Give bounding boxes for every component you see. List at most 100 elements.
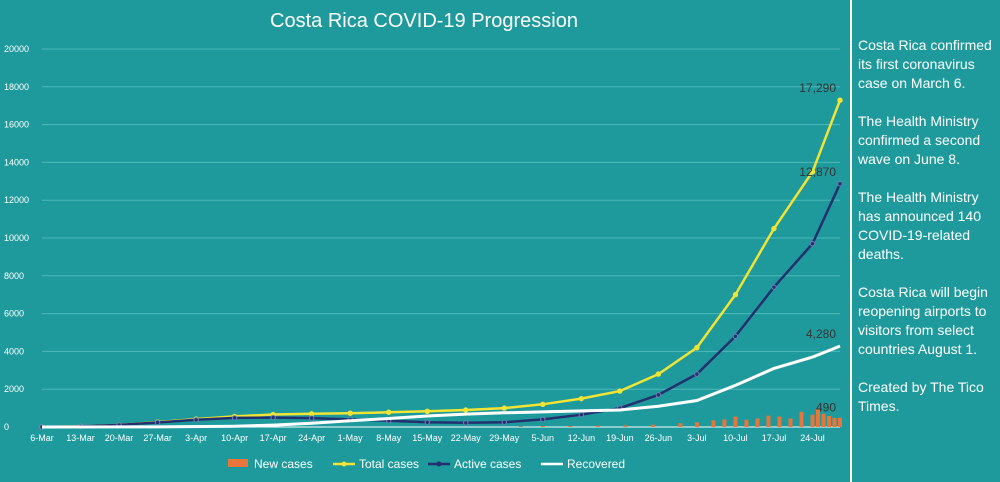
x-tick-label: 26-Jun: [645, 433, 673, 443]
active-cases-point: [694, 371, 700, 377]
total-cases-end-label: 17,290: [799, 81, 836, 95]
total-cases-point: [501, 405, 507, 411]
chart-title: Costa Rica COVID-19 Progression: [270, 10, 578, 32]
recovered-line: [41, 344, 841, 429]
legend-label: Total cases: [359, 457, 419, 471]
total-cases-point: [809, 169, 816, 175]
total-cases-point: [308, 411, 315, 417]
new-cases-bar: [722, 419, 727, 427]
x-tick-label: 27-Mar: [143, 433, 172, 443]
active-cases-point: [154, 419, 161, 426]
active-cases-point: [540, 416, 546, 423]
y-tick-label: 4000: [4, 346, 24, 356]
x-tick-label: 12-Jun: [568, 433, 596, 443]
legend-label: Active cases: [454, 457, 521, 471]
legend-swatch-marker: [436, 461, 442, 467]
y-tick-label: 12000: [4, 195, 29, 205]
active-cases-end-label: 12,870: [799, 165, 836, 179]
x-tick-label: 22-May: [451, 433, 482, 443]
new-cases-bar: [518, 426, 523, 427]
new-cases-bar: [838, 417, 842, 427]
total-cases-point: [347, 410, 353, 416]
x-tick-label: 5-Jun: [532, 433, 555, 443]
x-tick-label: 10-Jul: [723, 433, 748, 443]
y-tick-label: 6000: [4, 309, 24, 319]
total-cases-point: [655, 371, 662, 377]
new-cases-bar: [821, 413, 826, 427]
x-tick-label: 24-Apr: [298, 433, 325, 443]
recovered-end-label: 4,280: [806, 327, 836, 341]
y-tick-label: 16000: [4, 120, 29, 130]
legend-label: New cases: [254, 457, 313, 471]
new-cases-bar: [810, 414, 815, 427]
x-tick-label: 1-May: [338, 433, 364, 443]
new-cases-bar: [777, 416, 782, 427]
total-cases-point: [540, 401, 546, 408]
new-cases-bar: [799, 411, 804, 427]
total-cases-point: [837, 97, 843, 103]
new-cases-bar: [694, 422, 699, 427]
total-cases-point: [463, 407, 469, 413]
new-cases-bar: [540, 426, 545, 427]
new-cases-bar: [623, 425, 628, 427]
new-cases-bar: [744, 419, 749, 427]
total-cases-line: [41, 99, 842, 429]
x-tick-label: 3-Jul: [687, 433, 707, 443]
new-cases-bar: [755, 418, 760, 427]
new-cases-bar: [788, 418, 793, 427]
legend-swatch: [228, 459, 248, 467]
new-cases-bar: [766, 415, 771, 427]
active-cases-point: [193, 417, 199, 423]
new-cases-bar: [711, 420, 716, 427]
active-cases-point: [231, 415, 238, 421]
note-airports: Costa Rica will begin reopening airports…: [858, 284, 988, 357]
y-tick-label: 18000: [4, 82, 29, 92]
x-tick-label: 10-Apr: [221, 433, 248, 443]
note-credit: Created by The Tico Times.: [858, 379, 984, 414]
y-tick-label: 20000: [4, 44, 29, 54]
total-cases-point: [732, 292, 739, 298]
x-tick-label: 13-Mar: [66, 433, 95, 443]
new-cases-bar: [733, 416, 738, 427]
note-deaths: The Health Ministry has announced 140 CO…: [858, 189, 981, 262]
note-second-wave: The Health Ministry confirmed a second w…: [858, 113, 981, 167]
y-tick-label: 0: [4, 422, 9, 432]
total-cases-point: [386, 409, 392, 415]
total-cases-point: [617, 388, 623, 394]
total-cases-point: [694, 344, 700, 351]
active-cases-point: [308, 415, 315, 421]
active-cases-point: [837, 181, 843, 187]
total-cases-point: [771, 225, 777, 232]
new-cases-bar: [595, 425, 600, 427]
x-tick-label: 17-Jul: [762, 433, 787, 443]
total-cases-point: [578, 395, 585, 402]
new-cases-bar: [568, 425, 573, 427]
x-tick-label: 20-Mar: [105, 433, 134, 443]
active-cases-point: [771, 284, 777, 290]
x-tick-label: 3-Apr: [185, 433, 207, 443]
active-cases-point: [501, 419, 507, 425]
note-first-case: Costa Rica confirmed its first coronavir…: [858, 37, 992, 91]
active-cases-point: [732, 333, 739, 339]
active-cases-point: [463, 420, 469, 426]
new-cases-bar: [826, 416, 831, 427]
new-cases-bars: [518, 409, 842, 427]
y-tick-label: 10000: [4, 233, 29, 243]
legend-swatch-marker: [341, 461, 347, 467]
active-cases-point: [655, 392, 662, 398]
panel-divider: [850, 0, 852, 482]
y-tick-label: 8000: [4, 271, 24, 281]
x-tick-label: 17-Apr: [260, 433, 287, 443]
x-axis-ticks: 6-Mar 13-Mar 20-Mar 27-Mar 3-Apr 10-Apr 17-Apr…: [30, 433, 824, 443]
chart-panel: Costa Rica COVID-19 Progression 0 2000 400…: [4, 10, 843, 471]
new-cases-bar: [832, 417, 837, 427]
active-cases-point: [270, 414, 276, 421]
active-cases-point: [578, 412, 585, 418]
y-tick-label: 14000: [4, 157, 29, 167]
x-tick-label: 15-May: [412, 433, 443, 443]
covid-progression-chart: Costa Rica COVID-19 Progression 0 2000 400…: [4, 10, 843, 471]
x-tick-label: 6-Mar: [30, 433, 54, 443]
x-tick-label: 24-Jul: [800, 433, 825, 443]
legend-label: Recovered: [567, 457, 625, 471]
new-cases-bar: [815, 409, 820, 427]
